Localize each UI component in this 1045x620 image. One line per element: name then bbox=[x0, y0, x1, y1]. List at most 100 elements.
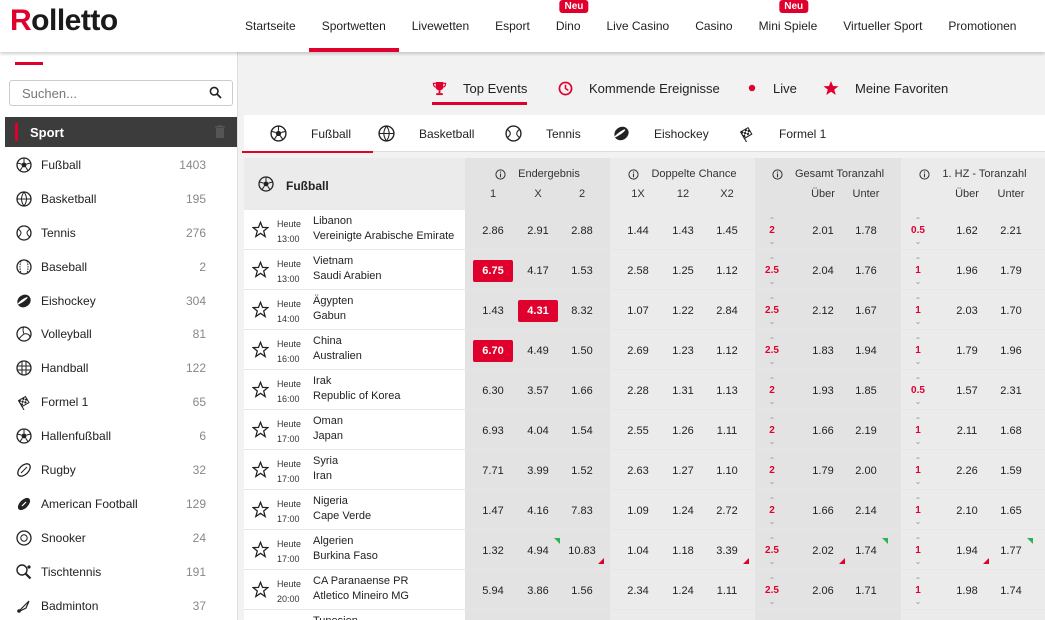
odds-button[interactable]: 2.28 bbox=[627, 385, 649, 397]
nav-item-dino[interactable]: Dino Neu bbox=[543, 0, 594, 52]
odds-button[interactable]: 1.57 bbox=[956, 385, 978, 397]
odds-button[interactable]: 2.00 bbox=[855, 465, 877, 477]
sidebar-item-eishockey[interactable]: Eishockey 304 bbox=[0, 284, 238, 318]
chevron-down-icon[interactable]: ⌄ bbox=[768, 237, 776, 246]
goal-line-selector[interactable]: ⌃ 1 ⌄ bbox=[903, 456, 933, 486]
odds-button[interactable]: 2.72 bbox=[716, 505, 738, 517]
nav-item-promotionen[interactable]: Promotionen bbox=[935, 0, 1029, 52]
sidebar-item-handball[interactable]: Handball 122 bbox=[0, 351, 238, 385]
odds-button[interactable]: 2.91 bbox=[527, 225, 549, 237]
favorite-star-icon[interactable] bbox=[251, 380, 270, 401]
goal-line-selector[interactable]: ⌃ 1 ⌄ bbox=[903, 256, 933, 286]
sidebar-item-formel-1[interactable]: Formel 1 65 bbox=[0, 385, 238, 419]
odds-button[interactable]: 1.74 bbox=[1000, 585, 1022, 597]
odds-button[interactable]: 1.74 bbox=[846, 538, 888, 562]
chevron-down-icon[interactable]: ⌄ bbox=[768, 557, 776, 566]
goal-line-selector[interactable]: ⌃ 0.5 ⌄ bbox=[903, 376, 933, 406]
chevron-up-icon[interactable]: ⌃ bbox=[914, 336, 922, 345]
odds-button[interactable]: 2.84 bbox=[716, 305, 738, 317]
odds-button[interactable]: 1.43 bbox=[482, 305, 504, 317]
odds-button[interactable]: 2.01 bbox=[812, 225, 834, 237]
odds-button[interactable]: 1.12 bbox=[716, 265, 738, 277]
chevron-down-icon[interactable]: ⌄ bbox=[914, 397, 922, 406]
goal-line-selector[interactable]: ⌃ 2 ⌄ bbox=[757, 456, 787, 486]
chevron-up-icon[interactable]: ⌃ bbox=[914, 416, 922, 425]
odds-button[interactable]: 1.07 bbox=[627, 305, 649, 317]
info-icon[interactable] bbox=[919, 168, 936, 180]
sidebar-item-tennis[interactable]: Tennis 276 bbox=[0, 216, 238, 250]
odds-button[interactable]: 1.45 bbox=[716, 225, 738, 237]
odds-button[interactable]: 1.11 bbox=[716, 425, 738, 437]
odds-button[interactable]: 1.94 bbox=[855, 345, 877, 357]
chevron-up-icon[interactable]: ⌃ bbox=[914, 496, 922, 505]
odds-button[interactable]: 3.86 bbox=[527, 585, 549, 597]
nav-item-live-casino[interactable]: Live Casino bbox=[594, 0, 683, 52]
odds-button[interactable]: 2.14 bbox=[855, 505, 877, 517]
match-teams[interactable]: Syria Iran bbox=[313, 454, 338, 484]
favorite-star-icon[interactable] bbox=[251, 260, 270, 281]
goal-line-selector[interactable]: ⌃ 2 ⌄ bbox=[757, 216, 787, 246]
goal-line-selector[interactable]: ⌃ 1 ⌄ bbox=[903, 576, 933, 606]
favorite-star-icon[interactable] bbox=[251, 460, 270, 481]
odds-button[interactable]: 1.96 bbox=[1000, 345, 1022, 357]
goal-line-selector[interactable]: ⌃ 2 ⌄ bbox=[757, 376, 787, 406]
match-teams[interactable]: Libanon Vereinigte Arabische Emirate bbox=[313, 214, 454, 244]
chevron-down-icon[interactable]: ⌄ bbox=[914, 477, 922, 486]
favorite-star-icon[interactable] bbox=[251, 580, 270, 601]
search-box[interactable] bbox=[9, 80, 233, 106]
odds-button[interactable]: 1.66 bbox=[812, 505, 834, 517]
odds-button[interactable]: 1.31 bbox=[672, 385, 694, 397]
odds-button[interactable]: 1.11 bbox=[716, 585, 738, 597]
odds-button[interactable]: 1.23 bbox=[672, 345, 694, 357]
odds-button[interactable]: 1.94 bbox=[947, 540, 989, 564]
sidebar-item-badminton[interactable]: Badminton 37 bbox=[0, 589, 238, 620]
odds-button[interactable]: 4.31 bbox=[518, 300, 558, 322]
odds-button[interactable]: 2.69 bbox=[627, 345, 649, 357]
odds-button[interactable]: 1.79 bbox=[812, 465, 834, 477]
view-tab-kommende-ereignisse[interactable]: Kommende Ereignisse bbox=[558, 78, 720, 98]
chevron-down-icon[interactable]: ⌄ bbox=[914, 237, 922, 246]
chevron-down-icon[interactable]: ⌄ bbox=[768, 397, 776, 406]
goal-line-selector[interactable]: ⌃ 1 ⌄ bbox=[903, 536, 933, 566]
goal-line-selector[interactable]: ⌃ 2.5 ⌄ bbox=[757, 536, 787, 566]
odds-button[interactable]: 1.78 bbox=[855, 225, 877, 237]
odds-button[interactable]: 1.70 bbox=[1000, 305, 1022, 317]
info-icon[interactable] bbox=[495, 168, 512, 180]
odds-button[interactable]: 4.04 bbox=[527, 425, 549, 437]
chevron-down-icon[interactable]: ⌄ bbox=[768, 317, 776, 326]
nav-item-esport[interactable]: Esport bbox=[482, 0, 543, 52]
chevron-up-icon[interactable]: ⌃ bbox=[914, 256, 922, 265]
match-teams[interactable]: Algerien Burkina Faso bbox=[313, 534, 378, 564]
odds-button[interactable]: 7.83 bbox=[571, 505, 593, 517]
info-icon[interactable] bbox=[628, 168, 645, 180]
sport-tab-basketball[interactable]: Basketball bbox=[378, 115, 474, 152]
odds-button[interactable]: 1.96 bbox=[956, 265, 978, 277]
odds-button[interactable]: 1.27 bbox=[672, 465, 694, 477]
odds-button[interactable]: 2.06 bbox=[812, 585, 834, 597]
match-teams[interactable]: Irak Republic of Korea bbox=[313, 374, 400, 404]
odds-button[interactable]: 6.93 bbox=[482, 425, 504, 437]
chevron-down-icon[interactable]: ⌄ bbox=[768, 597, 776, 606]
odds-button[interactable]: 1.09 bbox=[627, 505, 649, 517]
chevron-down-icon[interactable]: ⌄ bbox=[768, 517, 776, 526]
odds-button[interactable]: 1.62 bbox=[956, 225, 978, 237]
odds-button[interactable]: 1.77 bbox=[991, 538, 1033, 562]
sidebar-item-tischtennis[interactable]: Tischtennis 191 bbox=[0, 555, 238, 589]
odds-button[interactable]: 2.02 bbox=[803, 540, 845, 564]
nav-item-mini-spiele[interactable]: Mini Spiele Neu bbox=[746, 0, 831, 52]
odds-button[interactable]: 1.50 bbox=[571, 345, 593, 357]
chevron-up-icon[interactable]: ⌃ bbox=[768, 376, 776, 385]
chevron-up-icon[interactable]: ⌃ bbox=[914, 576, 922, 585]
odds-button[interactable]: 1.52 bbox=[571, 465, 593, 477]
sport-tab-eishockey[interactable]: Eishockey bbox=[613, 115, 709, 152]
odds-button[interactable]: 1.18 bbox=[672, 545, 694, 557]
odds-button[interactable]: 3.57 bbox=[527, 385, 549, 397]
favorite-star-icon[interactable] bbox=[251, 500, 270, 521]
odds-button[interactable]: 2.31 bbox=[1000, 385, 1022, 397]
odds-button[interactable]: 5.94 bbox=[482, 585, 504, 597]
chevron-down-icon[interactable]: ⌄ bbox=[914, 437, 922, 446]
odds-button[interactable]: 1.26 bbox=[672, 425, 694, 437]
match-teams[interactable]: Nigeria Cape Verde bbox=[313, 494, 371, 524]
odds-button[interactable]: 2.03 bbox=[956, 305, 978, 317]
chevron-down-icon[interactable]: ⌄ bbox=[768, 277, 776, 286]
